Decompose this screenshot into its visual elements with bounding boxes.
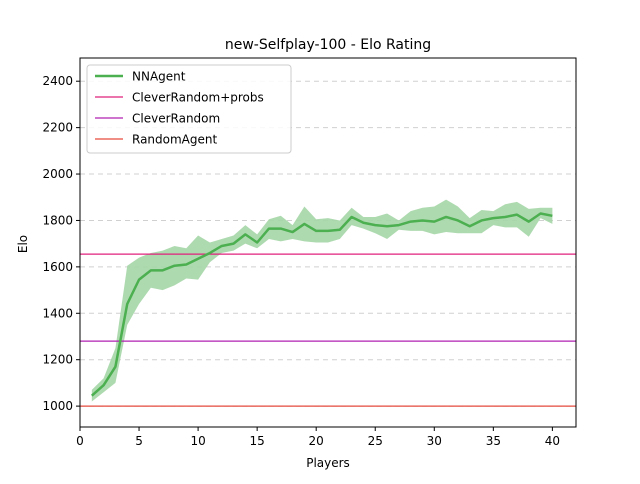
x-tick-label: 5 <box>135 434 143 448</box>
legend-label: RandomAgent <box>132 133 217 147</box>
y-tick-label: 2400 <box>42 74 73 88</box>
x-axis-ticks: 0 5 10 15 20 25 30 35 40 <box>76 427 560 448</box>
y-axis-ticks: 1000 1200 1400 1600 1800 2000 2200 2400 <box>42 74 80 413</box>
y-tick-label: 2000 <box>42 167 73 181</box>
y-tick-label: 1600 <box>42 260 73 274</box>
legend-label: NNAgent <box>132 70 186 84</box>
y-tick-label: 2200 <box>42 121 73 135</box>
legend-box <box>86 64 292 154</box>
x-tick-label: 40 <box>545 434 560 448</box>
band-nnagent <box>91 199 553 402</box>
x-tick-label: 35 <box>486 434 501 448</box>
legend-label: CleverRandom+probs <box>132 91 264 105</box>
y-tick-label: 1400 <box>42 306 73 320</box>
x-tick-label: 10 <box>190 434 205 448</box>
y-axis-label: Elo <box>16 235 30 253</box>
x-axis-label: Players <box>306 456 350 470</box>
x-tick-label: 25 <box>368 434 383 448</box>
y-tick-label: 1000 <box>42 399 73 413</box>
y-tick-label: 1200 <box>42 353 73 367</box>
x-tick-label: 20 <box>309 434 324 448</box>
x-tick-label: 15 <box>250 434 265 448</box>
x-tick-label: 0 <box>76 434 84 448</box>
legend-label: CleverRandom <box>132 112 220 126</box>
x-tick-label: 30 <box>427 434 442 448</box>
plot-frame <box>79 57 577 428</box>
chart-title: new-Selfplay-100 - Elo Rating <box>225 37 431 53</box>
confidence-bands <box>91 199 553 402</box>
legend: NNAgent CleverRandom+probs CleverRandom Ran… <box>86 64 292 154</box>
series-lines <box>90 212 553 397</box>
line-nnagent <box>90 212 553 397</box>
y-tick-label: 1800 <box>42 213 73 227</box>
reference-lines <box>80 253 576 407</box>
